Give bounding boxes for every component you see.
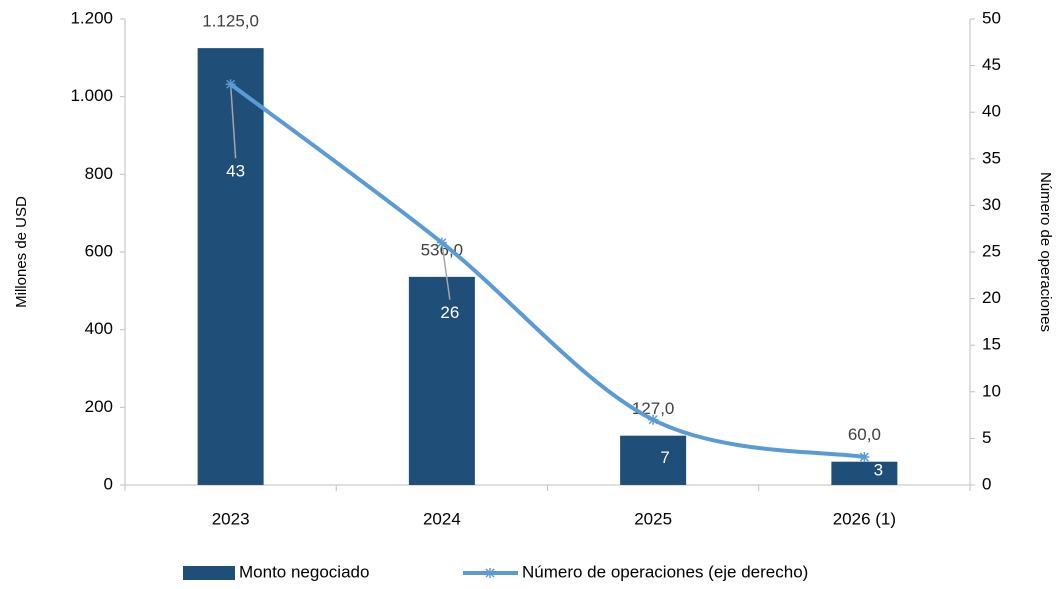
leader-line xyxy=(441,242,451,300)
bar xyxy=(831,461,898,485)
x-tick-label: 2023 xyxy=(212,509,250,528)
line-value-label: 7 xyxy=(660,448,669,467)
y2-tick-label: 10 xyxy=(982,381,1001,400)
y-tick-label: 200 xyxy=(85,397,113,416)
legend-marker xyxy=(485,568,495,578)
legend-label: Monto negociado xyxy=(239,562,369,581)
y-tick-label: 800 xyxy=(85,164,113,183)
bar-value-label: 1.125,0 xyxy=(202,12,259,31)
y-tick-label: 400 xyxy=(85,319,113,338)
x-tick-label: 2025 xyxy=(634,509,672,528)
bar-value-label: 536,0 xyxy=(421,240,464,259)
y2-tick-label: 35 xyxy=(982,148,1001,167)
legend-label: Número de operaciones (eje derecho) xyxy=(522,562,808,581)
y2-tick-label: 20 xyxy=(982,288,1001,307)
y-tick-label: 0 xyxy=(104,474,113,493)
y2-tick-label: 30 xyxy=(982,195,1001,214)
line-value-label: 26 xyxy=(440,303,459,322)
line-value-label: 3 xyxy=(874,461,883,480)
y-tick-label: 600 xyxy=(85,241,113,260)
bar xyxy=(197,48,264,485)
y-tick-label: 1.200 xyxy=(70,8,113,27)
line-marker xyxy=(648,414,659,425)
y-axis-title: Millones de USD xyxy=(13,196,30,308)
y2-tick-label: 0 xyxy=(982,474,991,493)
y2-tick-label: 45 xyxy=(982,55,1001,74)
y2-tick-label: 25 xyxy=(982,241,1001,260)
line-marker xyxy=(859,452,870,463)
legend-swatch xyxy=(183,566,235,580)
y2-tick-label: 15 xyxy=(982,335,1001,354)
x-tick-label: 2024 xyxy=(423,509,461,528)
bar xyxy=(620,435,687,485)
y2-tick-label: 50 xyxy=(982,8,1001,27)
y2-tick-label: 5 xyxy=(982,428,991,447)
line xyxy=(229,82,865,460)
line-value-label: 43 xyxy=(226,162,245,181)
y2-axis-title: Número de operaciones xyxy=(1037,172,1054,332)
leader-line xyxy=(229,84,237,159)
bar-value-label: 60,0 xyxy=(848,425,881,444)
y2-tick-label: 40 xyxy=(982,102,1001,121)
line-marker xyxy=(225,79,236,90)
y-tick-label: 1.000 xyxy=(70,86,113,105)
line-marker xyxy=(436,237,447,248)
bar xyxy=(408,276,475,485)
x-tick-label: 2026 (1) xyxy=(833,509,896,528)
